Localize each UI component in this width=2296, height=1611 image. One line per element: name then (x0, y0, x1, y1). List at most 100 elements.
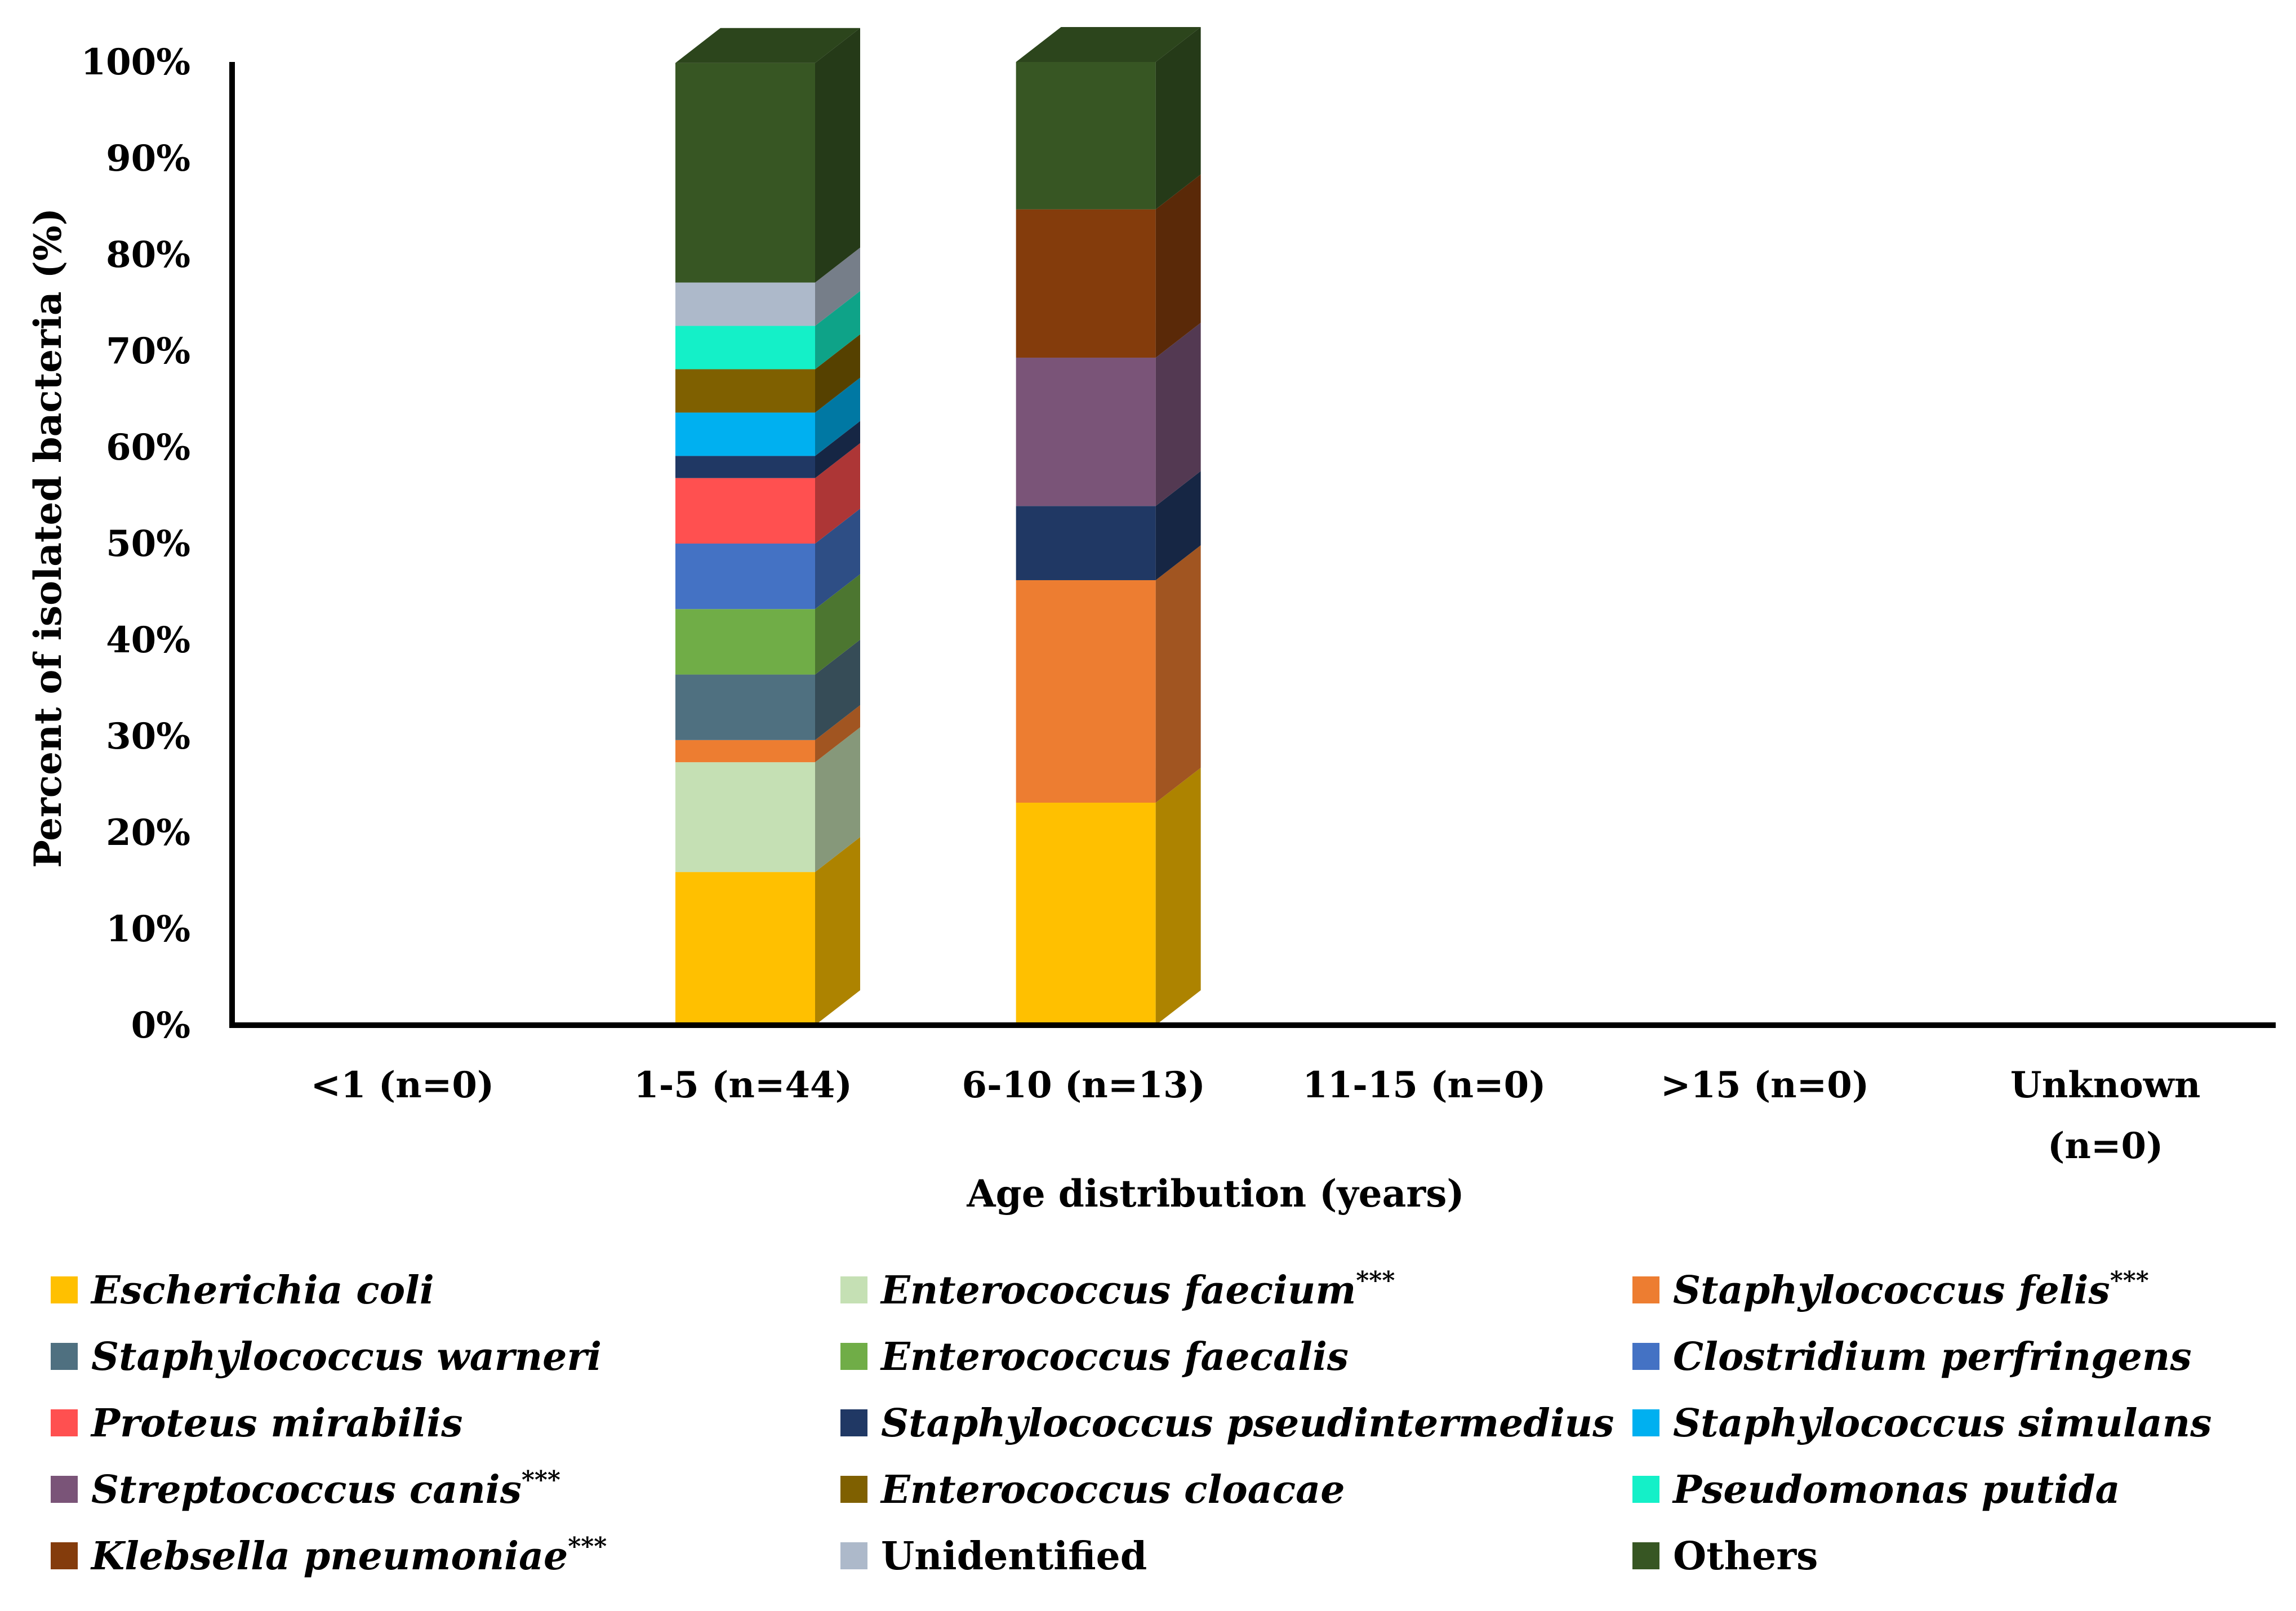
legend-label: Others (1673, 1534, 1818, 1579)
bar-segment-front (1016, 802, 1156, 1025)
y-tick-label: 100% (81, 41, 190, 83)
legend-item: Staphylococcus simulans (1632, 1401, 2212, 1446)
legend-swatch (51, 1343, 78, 1370)
bar-segment-side (1155, 174, 1201, 358)
legend-label: Escherichia coli (90, 1268, 434, 1313)
bar-segment-side (815, 334, 860, 413)
legend-superscript: *** (522, 1466, 560, 1494)
legend-label: Enterococcus cloacae (880, 1467, 1345, 1512)
bar-segment (1016, 471, 1201, 580)
bar-segment (1016, 322, 1201, 506)
bar-segment (675, 247, 860, 326)
axes-layer (229, 62, 2276, 1028)
bar-segment-side (1155, 767, 1201, 1025)
legend-item: Enterococcus faecium*** (840, 1266, 1395, 1313)
bar-segment (675, 28, 860, 283)
y-axis-title: Percent of isolated bacteria (%) (26, 208, 70, 868)
legend-swatch (840, 1343, 867, 1370)
legend-item: Escherichia coli (51, 1268, 434, 1313)
x-axis-title: Age distribution (years) (966, 1172, 1464, 1216)
bar-segment-front (1016, 506, 1156, 580)
bar-segment-front (675, 478, 815, 544)
x-tick-label: >15 (n=0) (1661, 1064, 1869, 1106)
legend-item: Unidentified (840, 1534, 1147, 1579)
legend-item: Staphylococcus pseudintermedius (840, 1401, 1614, 1446)
legend-item: Streptococcus canis*** (51, 1466, 560, 1512)
y-tick-labels: 0% 10% 20% 30% 40% 50% 60% 70% 80% 90% 100% (81, 41, 190, 1047)
bar-segment-side (815, 639, 860, 740)
bar-segment-side (815, 421, 860, 478)
legend-label: Pseudomonas putida (1672, 1467, 2120, 1512)
bar-segment (675, 421, 860, 478)
legend-item: Proteus mirabilis (51, 1401, 462, 1446)
legend-swatch (1632, 1276, 1659, 1303)
bar-segment (675, 705, 860, 763)
bar-segment (675, 377, 860, 456)
bar-segment-side (815, 727, 860, 873)
legend-label: Staphylococcus warneri (91, 1334, 602, 1379)
legend-item: Enterococcus faecalis (840, 1334, 1349, 1379)
bar-segment (1016, 174, 1201, 358)
bar-segment (675, 837, 860, 1025)
bar-segment-front (1016, 357, 1156, 506)
bar-segment (675, 334, 860, 413)
bar-segment-front (675, 369, 815, 413)
y-tick-label: 50% (106, 523, 190, 565)
x-tick-label-line2: (n=0) (2048, 1125, 2163, 1167)
bar-segment-front (675, 872, 815, 1025)
bar-segment (675, 443, 860, 544)
y-tick-label: 90% (106, 137, 190, 180)
legend-swatch (840, 1409, 867, 1436)
legend-superscript: *** (568, 1532, 607, 1561)
bar-segment-side (815, 705, 860, 763)
legend-item: Klebsella pneumoniae*** (51, 1532, 607, 1579)
bar-segment-front (1016, 580, 1156, 803)
bar-segment-front (1016, 209, 1156, 358)
bar-segment-front (675, 674, 815, 740)
y-tick-label: 40% (106, 619, 190, 661)
bar-segment-front (675, 609, 815, 675)
bar-segment-side (815, 509, 860, 609)
bar-segment (1016, 545, 1201, 803)
bar-segment-side (815, 291, 860, 370)
legend-swatch (840, 1476, 867, 1503)
legend-swatch (1632, 1476, 1659, 1503)
bar-segment (675, 727, 860, 873)
y-tick-label: 70% (106, 330, 190, 372)
legend-label: Staphylococcus felis*** (1673, 1266, 2149, 1313)
legend-label: Unidentified (881, 1534, 1147, 1579)
bar-segment-side (1155, 471, 1201, 580)
legend-swatch (51, 1276, 78, 1303)
legend-swatch (1632, 1542, 1659, 1569)
legend-item: Pseudomonas putida (1632, 1467, 2120, 1512)
bars-layer (675, 27, 1201, 1025)
bar-segment-front (675, 326, 815, 370)
bar-segment (675, 291, 860, 370)
legend-swatch (51, 1409, 78, 1436)
legend-swatch (1632, 1343, 1659, 1370)
y-tick-label: 30% (106, 715, 190, 758)
legend-label: Enterococcus faecium*** (880, 1266, 1395, 1313)
legend-superscript: *** (2110, 1266, 2149, 1295)
legend-label: Staphylococcus simulans (1673, 1401, 2212, 1446)
bar-segment-front (675, 63, 815, 283)
legend-label: Streptococcus canis*** (91, 1466, 560, 1512)
x-tick-labels: <1 (n=0) 1-5 (n=44) 6-10 (n=13) 11-15 (n=0)… (310, 1064, 2200, 1167)
bar-segment-side (815, 247, 860, 326)
x-tick-label: Unknown (2010, 1064, 2201, 1106)
legend-label: Proteus mirabilis (90, 1401, 462, 1446)
y-tick-label: 60% (106, 426, 190, 469)
x-tick-label: 11-15 (n=0) (1302, 1064, 1546, 1106)
bar-segment-front (675, 762, 815, 873)
y-tick-label: 20% (106, 812, 190, 854)
bar-segment-side (815, 837, 860, 1025)
bar-segment-top (1016, 27, 1201, 62)
bar-segment-side (815, 28, 860, 283)
bar-segment-side (1155, 545, 1201, 803)
y-tick-label: 80% (106, 234, 190, 276)
legend-label: Klebsella pneumoniae*** (90, 1532, 607, 1579)
bar-segment-side (815, 443, 860, 544)
bar-segment-front (675, 740, 815, 763)
bar-segment-front (675, 412, 815, 456)
